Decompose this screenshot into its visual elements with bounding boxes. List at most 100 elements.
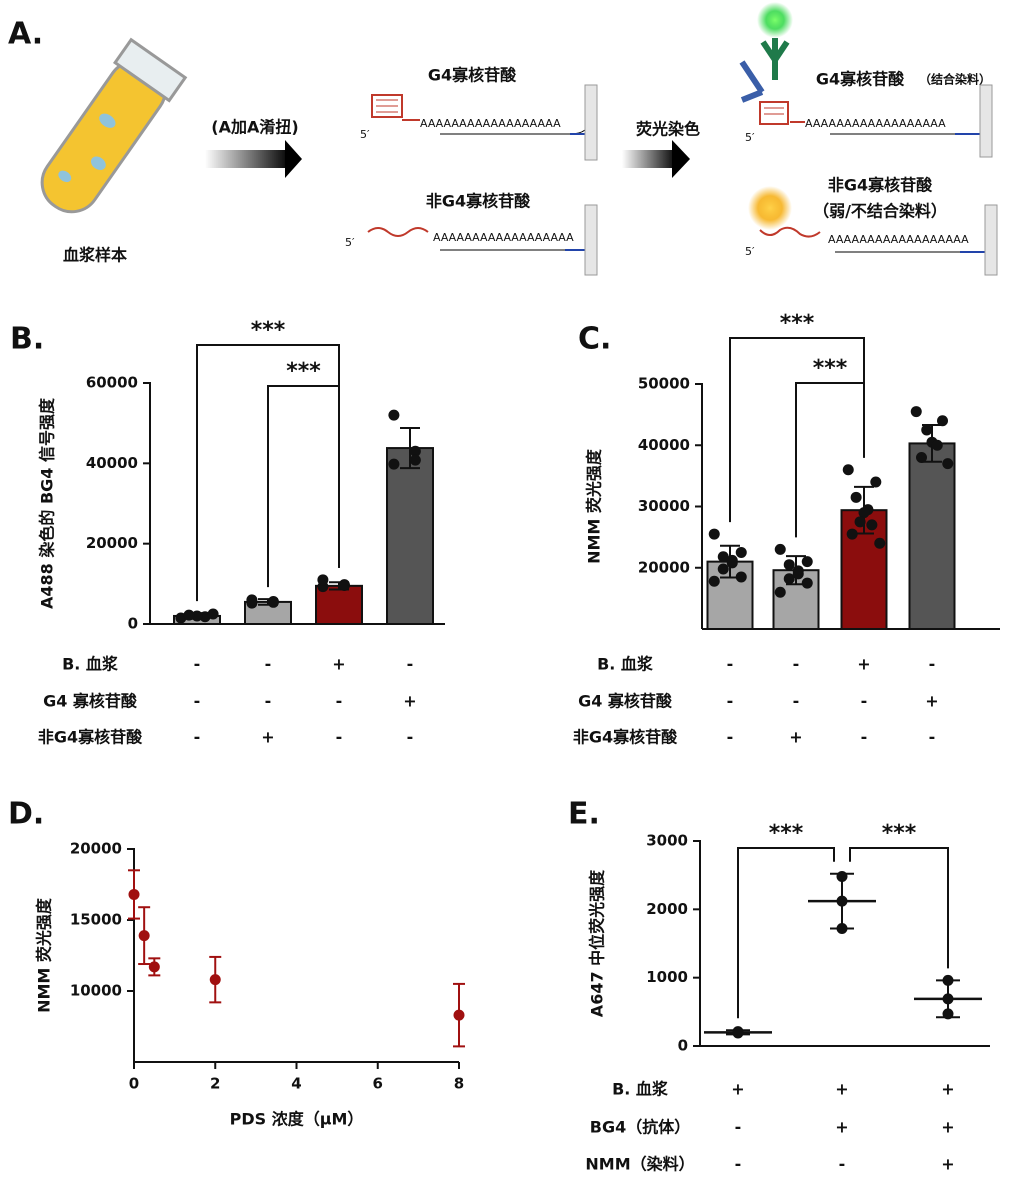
data-point (774, 586, 786, 598)
oligo-title: 非G4寡核苷酸 (828, 176, 933, 195)
data-point (409, 454, 421, 466)
condition-sign: - (336, 692, 343, 711)
significance-bracket (849, 847, 949, 969)
data-point (801, 556, 813, 568)
data-point (842, 464, 854, 476)
data-point (942, 1008, 954, 1020)
y-tick-label: 1000 (646, 968, 688, 986)
data-point (916, 452, 927, 463)
condition-label: 非G4寡核苷酸 (573, 728, 678, 747)
data-point (783, 573, 795, 585)
condition-sign: - (194, 655, 201, 674)
x-tick-label: 4 (291, 1075, 301, 1093)
data-point (183, 609, 195, 621)
data-point (138, 930, 150, 942)
data-point (207, 608, 219, 620)
data-point (246, 594, 258, 606)
arrow (622, 150, 677, 168)
condition-sign: + (941, 1080, 954, 1099)
oligo-note: （结合染料） (919, 72, 991, 87)
data-point (317, 574, 329, 586)
condition-sign: + (925, 692, 938, 711)
data-point (836, 895, 848, 907)
y-axis-label: A488 染色的 BG4 信号强度 (38, 397, 57, 609)
tail: AAAAAAAAAAAAAAAAAA (433, 231, 574, 244)
y-tick-label: 40000 (638, 436, 690, 454)
data-point (128, 888, 140, 900)
data-point (942, 993, 954, 1005)
oligo-title: 非G4寡核苷酸 (426, 192, 531, 211)
step-label: (A加A淆扭) (211, 118, 298, 137)
data-point (854, 516, 866, 528)
condition-sign: + (835, 1080, 848, 1099)
significance-label: *** (251, 318, 286, 343)
condition-label: 非G4寡核苷酸 (38, 728, 143, 747)
y-tick-label: 50000 (638, 375, 690, 393)
condition-label: G4 寡核苷酸 (43, 692, 138, 711)
data-point (921, 424, 933, 436)
tube (40, 37, 188, 214)
y-tick-label: 20000 (86, 534, 138, 552)
sample-label: 血浆样本 (63, 246, 127, 265)
tail: AAAAAAAAAAAAAAAAAA (828, 233, 969, 246)
y-tick-label: 30000 (638, 497, 690, 515)
condition-sign: - (727, 692, 734, 711)
data-point (866, 519, 878, 531)
x-tick-label: 6 (373, 1075, 383, 1093)
significance-bracket (795, 382, 865, 538)
data-point (388, 458, 400, 470)
condition-sign: - (929, 655, 936, 674)
oligo-title: G4寡核苷酸 (428, 66, 517, 85)
tail: AAAAAAAAAAAAAAAAAA (420, 117, 561, 130)
data-point (931, 439, 943, 451)
prime: 5′ (745, 131, 755, 144)
data-point (708, 575, 720, 587)
significance-label: *** (780, 311, 815, 336)
data-point (717, 563, 729, 575)
data-point (148, 961, 160, 973)
bar (315, 584, 363, 626)
significance-label: *** (769, 821, 804, 846)
x-tick-label: 8 (454, 1075, 464, 1093)
condition-sign: - (407, 655, 414, 674)
arrow (205, 150, 290, 168)
condition-sign: - (929, 728, 936, 747)
data-point (910, 406, 922, 418)
data-point (774, 543, 786, 555)
strands: 5′ AAAAAAAAAAAAAAAAAA 5′ AAAAAAAAAAAAAAA… (345, 2, 998, 276)
condition-sign: - (336, 728, 343, 747)
condition-sign: + (941, 1118, 954, 1137)
data-point (453, 1009, 465, 1021)
data-point (836, 922, 848, 934)
condition-sign: - (265, 655, 272, 674)
data-point (267, 596, 279, 608)
condition-sign: + (857, 655, 870, 674)
condition-sign: - (793, 655, 800, 674)
data-point (338, 579, 350, 591)
data-point (942, 974, 954, 986)
data-point (388, 409, 400, 421)
y-tick-label: 3000 (646, 832, 688, 850)
condition-sign: + (835, 1118, 848, 1137)
data-point (836, 871, 848, 883)
data-point (732, 1026, 744, 1038)
data-point (846, 528, 858, 540)
y-tick-label: 10000 (70, 982, 122, 1000)
panel-label: C. (578, 322, 611, 357)
significance-label: *** (813, 356, 848, 381)
oligo-note: （弱/不结合染料） (813, 202, 947, 221)
condition-label: G4 寡核苷酸 (578, 692, 673, 711)
y-tick-label: 15000 (70, 911, 122, 929)
data-point (850, 491, 862, 503)
condition-sign: - (727, 728, 734, 747)
condition-sign: - (735, 1155, 742, 1174)
panel-a: A. 血浆样本 (A加A淆扭) 荧光染色 G4寡核苷酸 非G4寡核苷酸 G4寡核… (8, 2, 998, 276)
panel-label: B. (10, 322, 44, 357)
tail: AAAAAAAAAAAAAAAAAA (805, 117, 946, 130)
data-point (409, 445, 421, 457)
data-point (870, 476, 882, 488)
y-axis-label: NMM 荧光强度 (35, 897, 54, 1013)
condition-label: B. 血浆 (597, 655, 654, 674)
data-point (942, 458, 954, 470)
data-point (858, 507, 870, 519)
